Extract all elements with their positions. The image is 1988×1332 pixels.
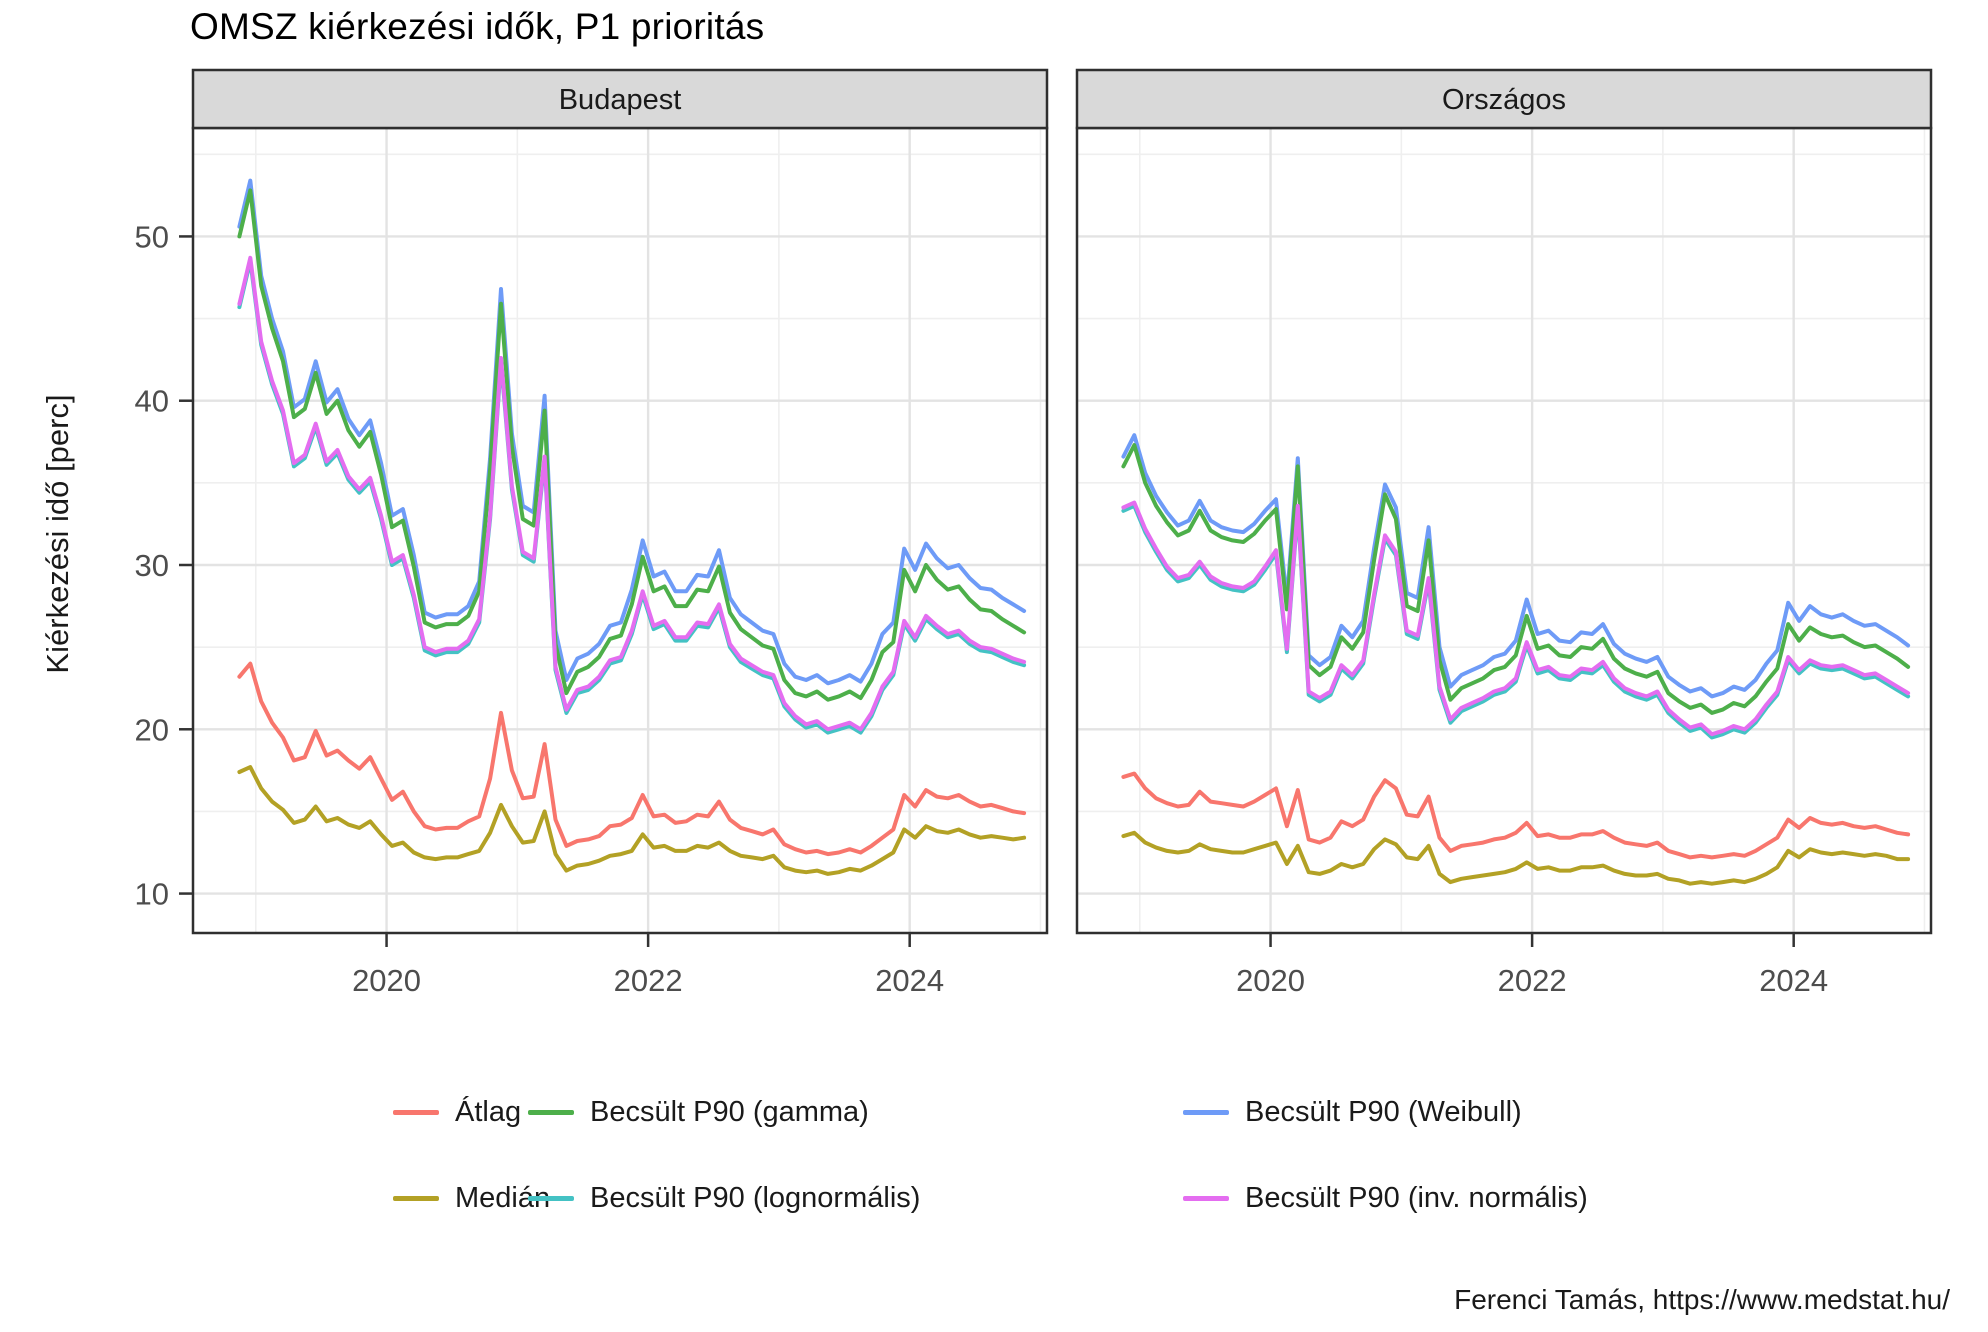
- plot-caption: Ferenci Tamás, https://www.medstat.hu/: [1454, 1284, 1950, 1315]
- legend-item-invnormal: Becsült P90 (inv. normális): [1183, 1178, 1588, 1218]
- series-line-invnormal: [1121, 500, 1911, 737]
- x-tick-label: 2024: [1759, 963, 1828, 998]
- series-line-lognormal: [1121, 503, 1911, 740]
- x-tick-label: 2024: [875, 963, 944, 998]
- y-tick-label: 50: [135, 219, 169, 254]
- x-tick-label: 2022: [1498, 963, 1567, 998]
- x-tick-label: 2020: [1236, 963, 1305, 998]
- x-tick-label: 2020: [352, 963, 421, 998]
- series-line-weibull: [1121, 433, 1911, 699]
- legend-row-2: Medián Becsült P90 (lognormális) Becsült…: [0, 1178, 1988, 1218]
- legend-key-invnormal: [1183, 1195, 1229, 1201]
- legend-key-lognormal: [528, 1195, 574, 1201]
- legend-label-weibull: Becsült P90 (Weibull): [1245, 1095, 1522, 1128]
- panel-background: [1077, 128, 1931, 933]
- legend-row-1: Átlag Becsült P90 (gamma) Becsült P90 (W…: [0, 1092, 1988, 1132]
- facet-országos: Országos 2020 2022 2024: [1075, 68, 1933, 998]
- facet-strip: [1075, 68, 1933, 130]
- series-line-weibull: [237, 178, 1027, 686]
- legend-item-atlag: Átlag: [393, 1092, 521, 1132]
- legend-key-gamma: [528, 1109, 574, 1115]
- legend-label-invnormal: Becsült P90 (inv. normális): [1245, 1181, 1588, 1214]
- legend-item-gamma: Becsült P90 (gamma): [528, 1092, 869, 1132]
- series-line-invnormal: [237, 255, 1027, 732]
- legend-key-weibull: [1183, 1109, 1229, 1115]
- y-tick-label: 30: [135, 548, 169, 583]
- y-tick-label: 40: [135, 384, 169, 419]
- legend-item-median: Medián: [393, 1178, 550, 1218]
- faceted-line-chart: Budapest 2020 2022 2024 Országos 2020 2022 2024…: [135, 68, 1933, 998]
- plot-title: OMSZ kiérkezési idők, P1 prioritás: [190, 6, 765, 47]
- facet-budapest: Budapest 2020 2022 2024: [191, 68, 1049, 998]
- series-line-gamma: [1121, 443, 1911, 715]
- facet-strip: [191, 68, 1049, 130]
- series-line-atlag: [237, 661, 1027, 857]
- facet-strip-label: Országos: [1442, 84, 1566, 116]
- y-tick-label: 10: [135, 877, 169, 912]
- series-line-median: [1121, 830, 1911, 886]
- y-tick-label: 20: [135, 712, 169, 747]
- legend-item-weibull: Becsült P90 (Weibull): [1183, 1092, 1522, 1132]
- legend-key-atlag: [393, 1109, 439, 1115]
- facet-strip-label: Budapest: [559, 84, 682, 116]
- series-line-atlag: [1121, 771, 1911, 860]
- series-line-median: [237, 765, 1027, 876]
- legend-item-lognormal: Becsült P90 (lognormális): [528, 1178, 920, 1218]
- legend-label-gamma: Becsült P90 (gamma): [590, 1095, 869, 1128]
- series-line-gamma: [237, 188, 1027, 702]
- x-tick-label: 2022: [614, 963, 683, 998]
- legend-key-median: [393, 1195, 439, 1201]
- legend-label-atlag: Átlag: [455, 1095, 522, 1128]
- legend-label-lognormal: Becsült P90 (lognormális): [590, 1181, 921, 1214]
